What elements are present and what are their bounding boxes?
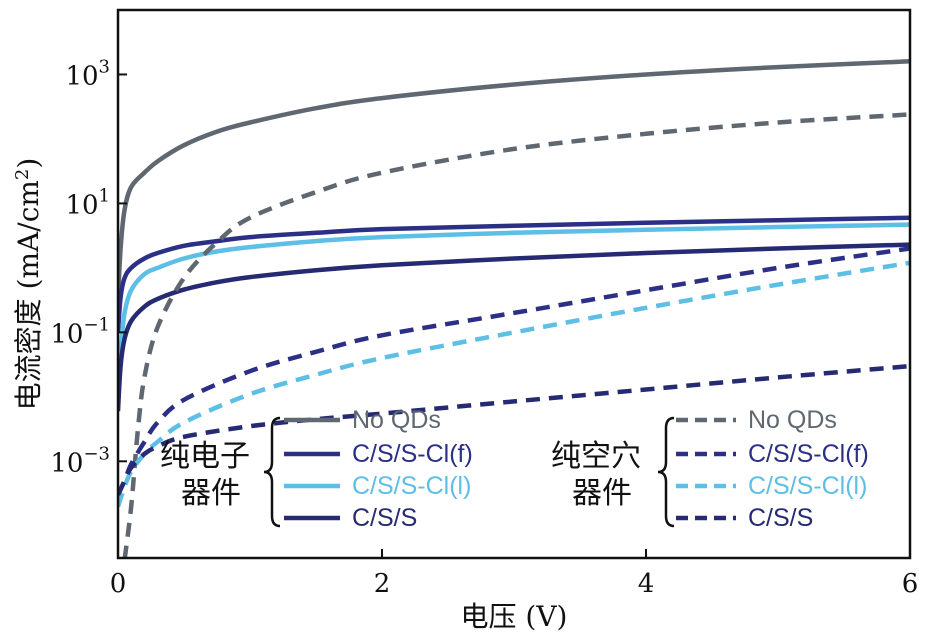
y-tick-label: 101 (65, 185, 110, 220)
legend-label-c-s-s-cl-f: C/S/S-Cl(f) (748, 440, 869, 468)
legend-group-label: 器件 (572, 476, 632, 511)
legend-label-c-s-s-cl-l: C/S/S-Cl(l) (748, 472, 867, 500)
x-tick-label: 0 (110, 569, 127, 599)
series-line-hole-c-s-s-cl-l (118, 260, 910, 508)
series-line-hole-no-qds (122, 112, 910, 558)
x-tick-label: 4 (638, 569, 655, 599)
series-line-electron-no-qds (118, 59, 910, 302)
x-tick-label: 6 (902, 569, 919, 599)
legend-label-c-s-s: C/S/S (748, 504, 813, 532)
legend-label-c-s-s: C/S/S (352, 504, 417, 532)
y-axis-title: 电流密度 (mA/cm2) (12, 158, 45, 411)
y-tick-label: 10−1 (50, 314, 110, 349)
legend-brace (657, 416, 675, 528)
legend-label-c-s-s-cl-f: C/S/S-Cl(f) (352, 440, 473, 468)
ticks-layer: 0 2 4 6 103 101 10−1 10−3 (50, 56, 918, 599)
x-tick-label: 2 (374, 569, 391, 599)
series-line-electron-c-s-s-cl-f (118, 215, 910, 333)
legend-group-label: 器件 (181, 476, 241, 511)
y-axis-title-sup: 2 (12, 169, 33, 180)
legend-label-c-s-s-cl-l: C/S/S-Cl(l) (352, 472, 471, 500)
y-tick-label: 10−3 (50, 443, 110, 478)
legend-label-no-qds: No QDs (352, 406, 441, 434)
legend-group-label: 纯空穴 (551, 439, 641, 474)
series-line-electron-c-s-s (118, 242, 910, 412)
legend-brace (263, 416, 281, 528)
plot-frame (116, 8, 912, 560)
y-axis-title-close: ) (12, 158, 45, 169)
y-tick-label: 103 (65, 56, 110, 91)
series-line-electron-c-s-s-cl-l (118, 222, 910, 397)
legend-label-no-qds: No QDs (748, 406, 837, 434)
y-axis-title-main: 电流密度 (mA/cm (12, 180, 45, 410)
legend-group-label: 纯电子 (160, 439, 250, 474)
x-axis-title: 电压 (V) (461, 600, 568, 633)
